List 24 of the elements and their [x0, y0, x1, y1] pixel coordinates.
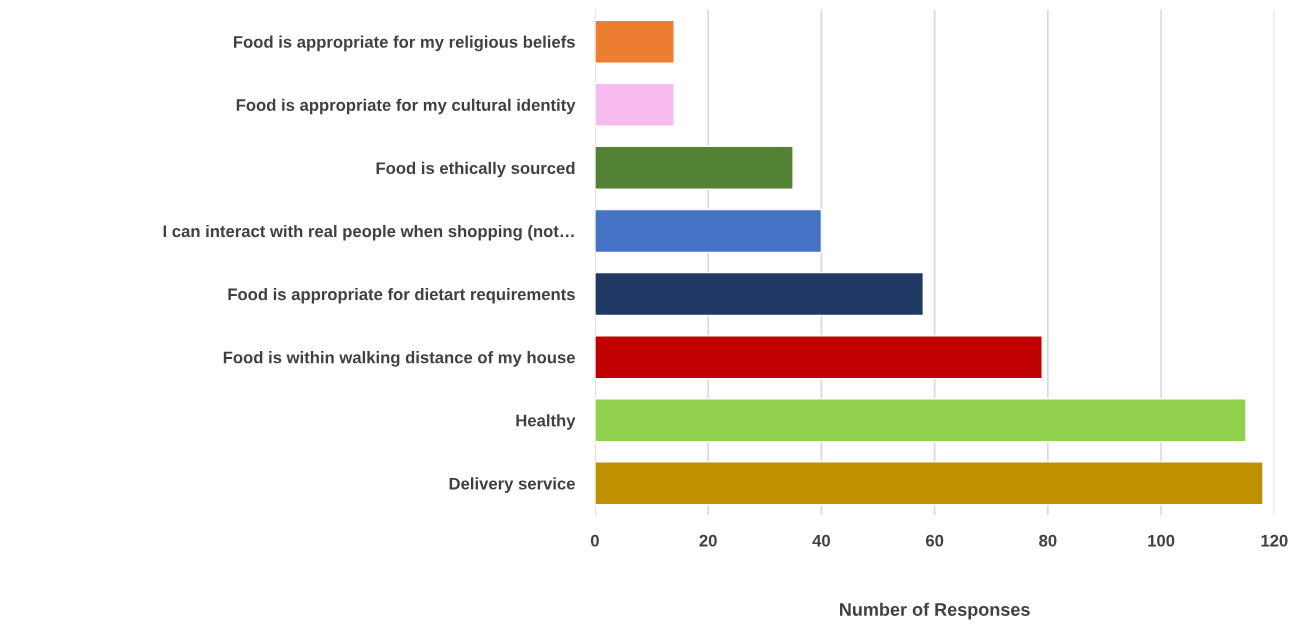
y-tick-label: Food is appropriate for dietart requirements: [228, 288, 575, 304]
bar: [594, 271, 925, 317]
bar: [594, 461, 1264, 506]
x-tick-label: 40: [812, 534, 830, 547]
bar: [594, 19, 675, 64]
y-tick-label: Food is appropriate for my cultural identity: [236, 98, 576, 115]
x-tick-label: 0: [590, 534, 599, 547]
bar: [594, 82, 675, 127]
x-tick-label: 20: [699, 534, 717, 547]
x-axis-title: Number of Responses: [840, 602, 1030, 620]
y-tick-label: Food is ethically sourced: [376, 161, 575, 178]
x-tick-label: 100: [1148, 534, 1175, 547]
bar: [594, 145, 794, 190]
y-tick-label: I can interact with real people when shopping (not…: [163, 224, 574, 241]
y-tick-label: Food is within walking distance of my house: [223, 351, 575, 367]
x-tick-label: 120: [1261, 534, 1288, 547]
y-tick-label: Food is appropriate for my religious beliefs: [233, 35, 575, 52]
y-tick-label: Delivery service: [449, 477, 575, 493]
x-tick-label: 80: [1039, 534, 1057, 547]
y-tick-label: Healthy: [516, 414, 576, 430]
bar: [594, 208, 823, 254]
bar: [594, 398, 1247, 443]
bar: [594, 334, 1043, 380]
x-tick-label: 60: [925, 534, 944, 547]
